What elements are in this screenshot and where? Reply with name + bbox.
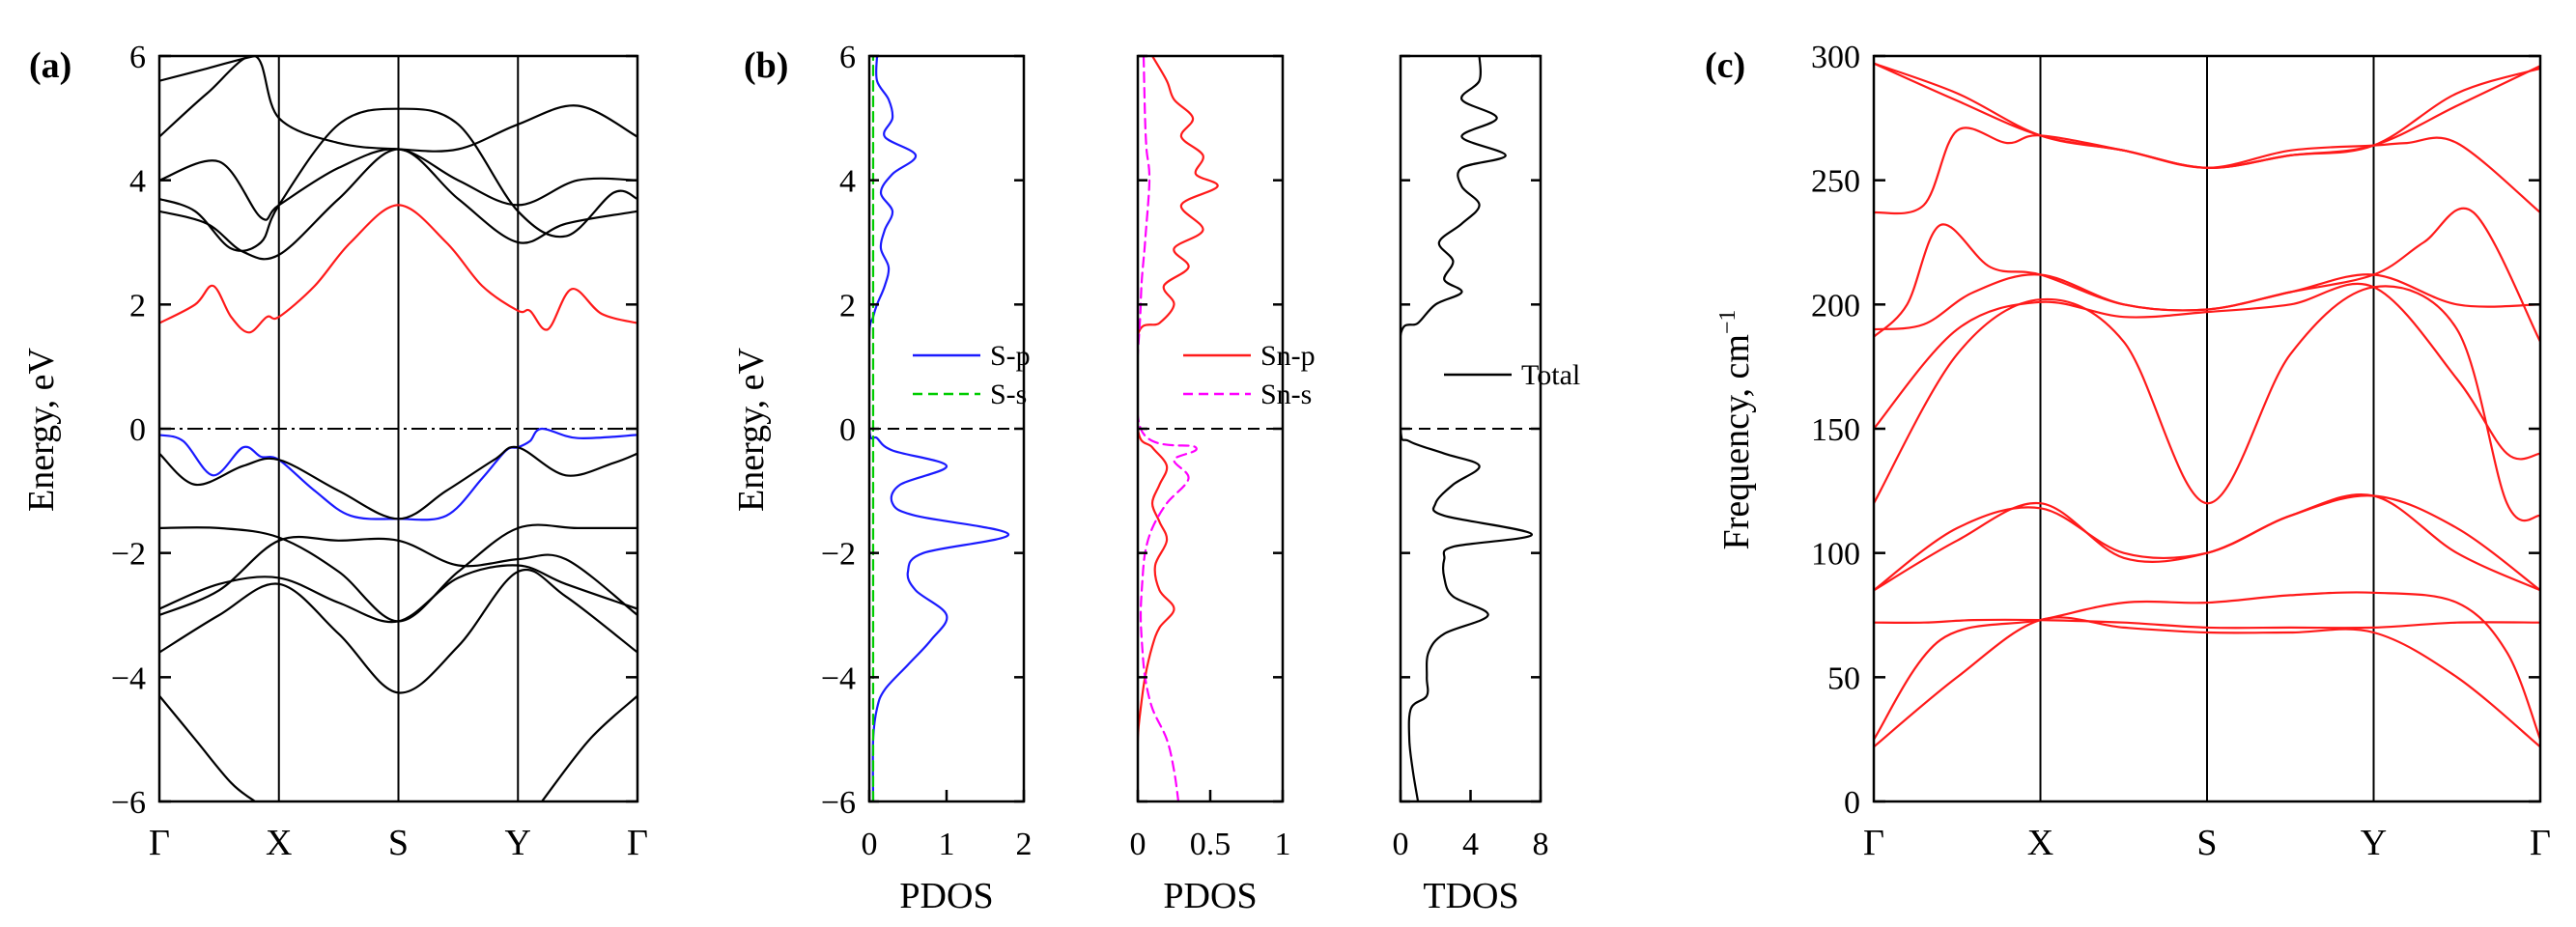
band-line-7 <box>159 445 637 520</box>
y-tick-label: 250 <box>1811 164 1860 200</box>
x-tick-label: 1 <box>939 827 955 862</box>
y-tick-label: −2 <box>111 537 146 573</box>
k-point-label: Y <box>2361 823 2387 863</box>
k-point-label: Γ <box>149 823 170 863</box>
dos-curve-s-p <box>869 56 1010 801</box>
k-point-label: S <box>388 823 409 863</box>
phonon-branch-11 <box>1874 62 2540 169</box>
legend-label: Total <box>1521 359 1580 391</box>
band-line-3 <box>159 107 637 252</box>
k-point-label: Γ <box>2530 823 2551 863</box>
y-tick-label: 200 <box>1811 288 1860 323</box>
k-point-label: Y <box>505 823 531 863</box>
phonon-branch-1 <box>1874 591 2540 741</box>
x-tick-label: 8 <box>1533 827 1549 862</box>
phonon-branch-4 <box>1874 493 2540 592</box>
y-tick-label: −4 <box>111 660 146 696</box>
tdos-xlabel: TDOS <box>1423 876 1518 916</box>
k-point-label: X <box>2027 823 2053 863</box>
dos-ylabel: Energy, eV <box>731 348 772 512</box>
band-line-0 <box>159 204 637 334</box>
x-tick-label: 0 <box>1393 827 1409 862</box>
dos-panels: Energy, eV PDOS PDOS TDOS 0 1 2 −6 −4 −2 0 2 4 6 S… <box>731 40 1580 916</box>
legend-label: Sn-p <box>1260 340 1316 372</box>
phonon-branch-8 <box>1874 207 2540 343</box>
legend-label: Sn-s <box>1260 379 1312 410</box>
x-tick-label: 0.5 <box>1190 827 1231 862</box>
x-tick-label: 0 <box>862 827 878 862</box>
y-tick-label: 100 <box>1811 537 1860 573</box>
y-tick-label: 6 <box>129 40 146 75</box>
dos-curve-total <box>1401 56 1534 801</box>
phonon-branch-0 <box>1874 616 2540 748</box>
band-line-13 <box>540 694 637 801</box>
k-point-label: S <box>2196 823 2217 863</box>
band-line-2 <box>159 148 637 261</box>
bands-group <box>159 56 637 801</box>
y-tick-label: 2 <box>839 288 856 323</box>
legend-label: S-p <box>990 340 1031 372</box>
y-tick-label: −2 <box>821 537 856 573</box>
panel-label-b: (b) <box>744 45 788 86</box>
y-tick-label: 50 <box>1827 660 1860 696</box>
y-tick-label: 4 <box>839 164 856 200</box>
dos-curve-sn-p <box>1138 56 1219 801</box>
y-tick-label: −6 <box>111 785 146 821</box>
dos-curves-group <box>1401 56 1534 801</box>
band-line-4 <box>159 148 637 221</box>
legend-label: S-s <box>990 379 1027 410</box>
band-line-10 <box>159 564 637 624</box>
k-point-label: Γ <box>1863 823 1884 863</box>
phonon-branch-5 <box>1874 285 2540 522</box>
dos-curve-sn-s <box>1138 56 1198 801</box>
y-tick-label: 0 <box>839 412 856 448</box>
phonon-panel: Frequency, cm−1 0 50 100 150 200 250 300 Γ X S Y Γ <box>1715 40 2551 863</box>
band-line-6 <box>159 56 280 82</box>
y-tick-label: −6 <box>821 785 856 821</box>
y-tick-label: 150 <box>1811 412 1860 448</box>
panel-label-a: (a) <box>29 45 71 86</box>
x-tick-label: 4 <box>1462 827 1479 862</box>
y-tick-label: 0 <box>129 412 146 448</box>
phonon-branches-group <box>1874 62 2540 748</box>
k-point-label: Γ <box>627 823 648 863</box>
x-tick-label: 2 <box>1016 827 1033 862</box>
phonon-branch-6 <box>1874 282 2540 461</box>
band-line-11 <box>159 569 637 694</box>
k-point-label: X <box>266 823 292 863</box>
panel-label-c: (c) <box>1705 45 1745 86</box>
y-tick-label: 300 <box>1811 40 1860 75</box>
band-line-12 <box>159 694 257 801</box>
pdos-s-xlabel: PDOS <box>899 876 993 916</box>
band-line-5 <box>159 56 637 153</box>
band-ylabel: Energy, eV <box>21 348 62 512</box>
dos-curves-group <box>1138 56 1219 801</box>
x-tick-label: 0 <box>1130 827 1146 862</box>
band-structure-panel: Energy, eV −6 −4 −2 0 2 4 6 Γ X S Y Γ <box>21 40 648 863</box>
phonon-ylabel: Frequency, cm−1 <box>1715 310 1757 550</box>
y-tick-label: 6 <box>839 40 856 75</box>
y-tick-label: −4 <box>821 660 856 696</box>
phonon-branch-2 <box>1874 618 2540 630</box>
x-tick-label: 1 <box>1275 827 1291 862</box>
band-line-9 <box>159 535 637 617</box>
y-tick-label: 0 <box>1844 785 1860 821</box>
y-tick-label: 4 <box>129 164 146 200</box>
y-tick-label: 2 <box>129 288 146 323</box>
pdos-sn-xlabel: PDOS <box>1163 876 1257 916</box>
